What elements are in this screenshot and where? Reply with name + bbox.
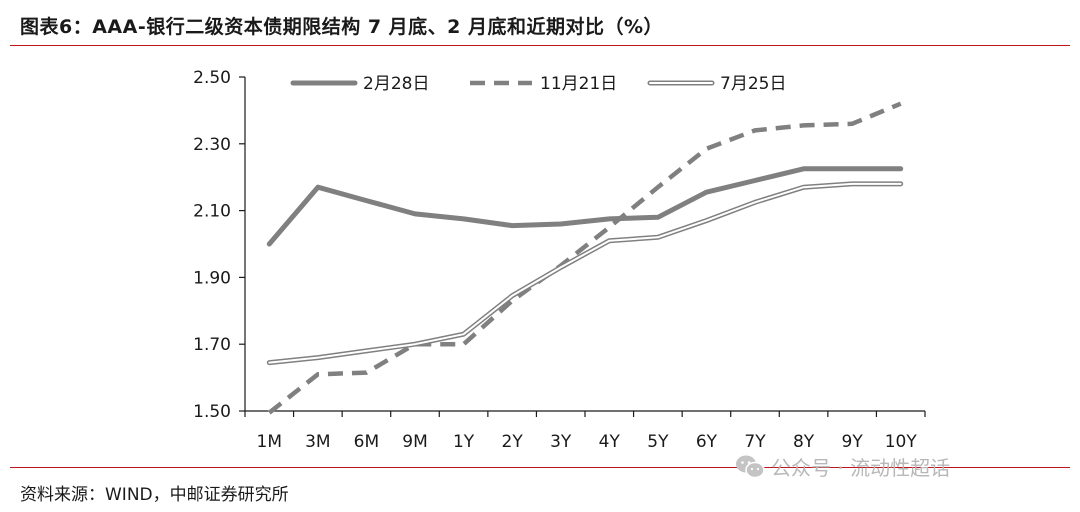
chart-title: 图表6：AAA-银行二级资本债期限结构 7 月底、2 月底和近期对比（%） bbox=[20, 16, 664, 38]
x-tick-label: 5Y bbox=[647, 432, 669, 452]
x-axis-ticks: 1M 3M 6M 9M 1Y 2Y 3Y 4Y 5Y 6Y 7Y 8Y 9Y 10Y bbox=[244, 411, 926, 452]
series-line bbox=[266, 166, 904, 247]
y-tick-label: 1.50 bbox=[193, 402, 231, 422]
x-tick-label: 4Y bbox=[599, 432, 621, 452]
series-line bbox=[266, 181, 904, 366]
y-tick-label: 2.30 bbox=[193, 135, 231, 155]
x-tick-label: 3Y bbox=[550, 432, 572, 452]
x-tick-label: 10Y bbox=[885, 432, 918, 452]
line-chart: 1.50 1.70 1.90 2.10 2.30 2.50 1M 3M 6M 9M 1Y 2Y 3Y 4… bbox=[193, 68, 926, 452]
legend-label: 2月28日 bbox=[363, 74, 429, 94]
source-note: 资料来源：WIND，中邮证券研究所 bbox=[20, 485, 289, 505]
x-tick-label: 9Y bbox=[842, 432, 864, 452]
wechat-icon bbox=[736, 455, 765, 478]
x-tick-label: 8Y bbox=[793, 432, 815, 452]
y-tick-label: 2.50 bbox=[193, 68, 231, 88]
y-tick-label: 2.10 bbox=[193, 202, 231, 222]
series-2 bbox=[267, 101, 902, 415]
x-tick-label: 2Y bbox=[502, 432, 524, 452]
x-tick-label: 1Y bbox=[453, 432, 475, 452]
title-divider bbox=[10, 45, 1070, 46]
footer-divider bbox=[10, 467, 1070, 468]
chart-series bbox=[266, 101, 904, 415]
legend-item: 2月28日 bbox=[290, 74, 429, 94]
x-tick-label: 9M bbox=[402, 432, 427, 452]
chart-legend: 2月28日 11月21日 7月25日 bbox=[290, 74, 786, 94]
legend-label: 11月21日 bbox=[540, 74, 617, 94]
series-line bbox=[267, 101, 902, 415]
x-tick-label: 3M bbox=[305, 432, 330, 452]
watermark-text: 公众号 · 流动性超话 bbox=[771, 456, 951, 480]
x-tick-label: 6Y bbox=[696, 432, 718, 452]
watermark: 公众号 · 流动性超话 bbox=[735, 452, 950, 481]
series-line-inner bbox=[268, 182, 902, 364]
legend-item: 7月25日 bbox=[647, 74, 786, 94]
legend-item: 11月21日 bbox=[470, 74, 617, 94]
y-tick-label: 1.90 bbox=[193, 268, 231, 288]
series-1 bbox=[266, 166, 904, 247]
x-tick-label: 7Y bbox=[744, 432, 766, 452]
x-tick-label: 1M bbox=[257, 432, 282, 452]
y-axis-ticks: 1.50 1.70 1.90 2.10 2.30 2.50 bbox=[193, 68, 245, 422]
series-3 bbox=[266, 181, 904, 366]
x-tick-label: 6M bbox=[354, 432, 379, 452]
y-tick-label: 1.70 bbox=[193, 335, 231, 355]
legend-label: 7月25日 bbox=[720, 74, 786, 94]
